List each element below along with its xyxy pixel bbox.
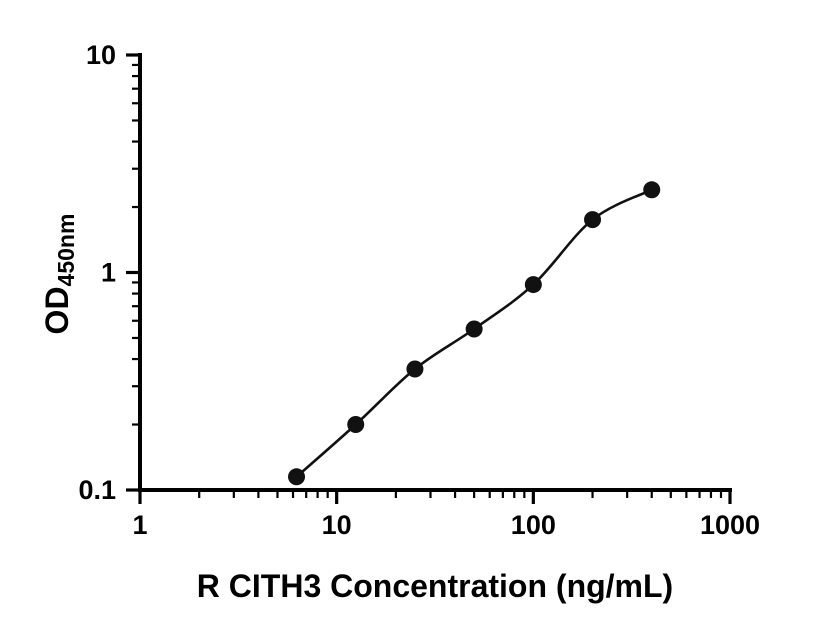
y-axis-title-subscript: 450nm (53, 213, 79, 287)
y-tick-labels: 0.1 1 10 (78, 40, 116, 505)
x-axis-ticks (138, 490, 732, 504)
data-point (347, 416, 365, 434)
x-tick-label: 1 (132, 510, 147, 540)
y-axis-ticks (126, 53, 140, 492)
x-tick-label: 10 (322, 510, 352, 540)
data-point (465, 320, 483, 338)
y-tick-label: 1 (101, 258, 116, 288)
data-point (288, 468, 306, 486)
y-tick-label: 10 (86, 40, 116, 70)
x-tick-label: 1000 (700, 510, 760, 540)
y-axis-title: OD450nm (35, 124, 79, 424)
data-point (406, 360, 424, 378)
y-axis-title-main: OD (39, 286, 75, 335)
data-point (643, 181, 661, 199)
x-tick-label: 100 (511, 510, 556, 540)
y-tick-label: 0.1 (78, 475, 116, 505)
data-points (288, 181, 661, 486)
x-axis-title: R CITH3 Concentration (ng/mL) (196, 568, 674, 604)
x-tick-labels: 1 10 100 1000 (132, 510, 760, 540)
data-point (524, 276, 542, 294)
data-point (584, 211, 602, 229)
